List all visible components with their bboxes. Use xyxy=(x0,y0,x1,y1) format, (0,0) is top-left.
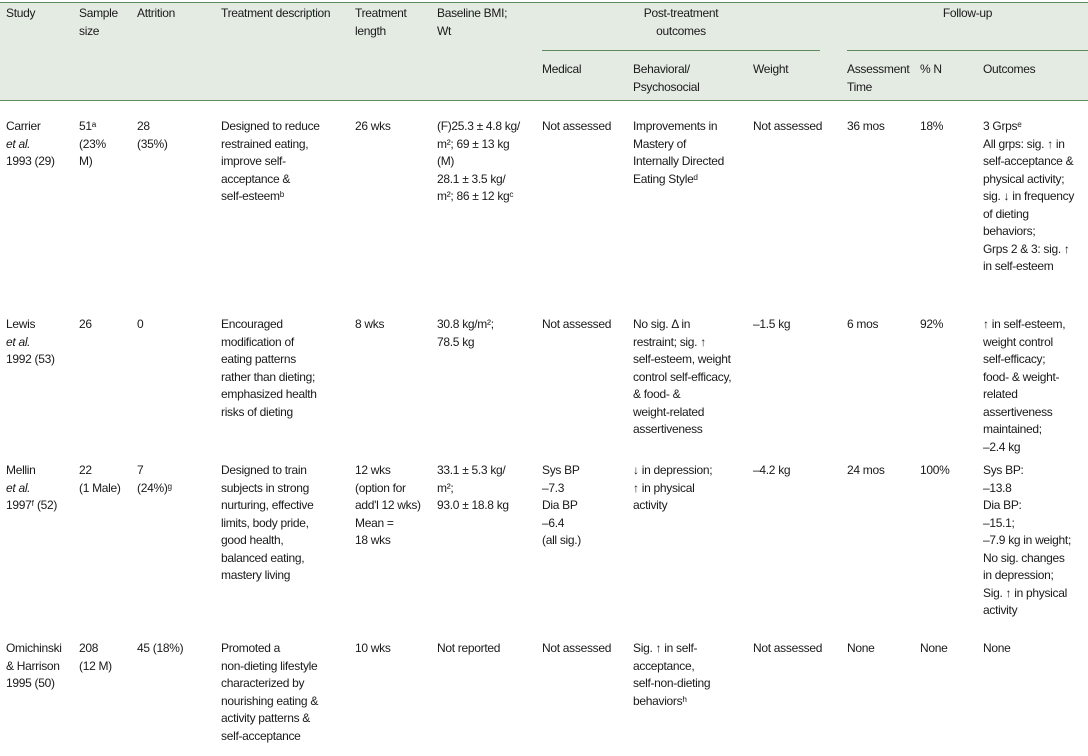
post-treatment-rule xyxy=(542,50,820,51)
behavioral-cell: ↓ in depression; ↑ in physical activity xyxy=(633,463,713,512)
header-study: Study xyxy=(6,6,36,20)
top-rule xyxy=(0,2,1088,3)
header-sample-size: Sample size xyxy=(79,6,118,38)
study-name: Lewis xyxy=(6,317,36,331)
assessment-time-cell: 36 mos xyxy=(847,119,885,133)
header-treatment-description: Treatment description xyxy=(221,6,331,20)
header-outcomes: Outcomes xyxy=(983,62,1036,76)
study-et-al: et al. xyxy=(6,136,31,151)
header-attrition: Attrition xyxy=(137,6,175,20)
sample-size-cell: 22 (1 Male) xyxy=(79,463,121,495)
study-et-al: et al. xyxy=(6,334,31,349)
study-name: Carrier xyxy=(6,119,41,133)
baseline-cell: 30.8 kg/m²; 78.5 kg xyxy=(437,317,494,349)
header-behavioral: Behavioral/ Psychosocial xyxy=(633,62,700,94)
weight-cell: –4.2 kg xyxy=(753,463,791,477)
weight-cell: Not assessed xyxy=(753,119,823,133)
assessment-time-cell: 6 mos xyxy=(847,317,879,331)
outcomes-cell: None xyxy=(983,641,1011,655)
study-year: & Harrison 1995 (50) xyxy=(6,658,60,691)
medical-cell: Not assessed xyxy=(542,317,612,331)
treatment-description-cell: Designed to train subjects in strong nur… xyxy=(221,463,314,582)
study-name: Mellin xyxy=(6,463,36,477)
weight-cell: Not assessed xyxy=(753,641,823,655)
pct-n-cell: 100% xyxy=(920,463,950,477)
sample-size-cell: 51ᵃ (23% M) xyxy=(79,119,106,168)
treatment-length-cell: 12 wks (option for add'l 12 wks) Mean = … xyxy=(355,463,421,547)
header-bottom-rule xyxy=(0,100,1088,101)
baseline-cell: Not reported xyxy=(437,641,501,655)
study-cell: Mellin et al. 1997ᶠ (52) xyxy=(6,462,57,515)
treatment-description-cell: Encouraged modification of eating patter… xyxy=(221,317,317,419)
header-weight: Weight xyxy=(753,62,789,76)
study-name: Omichinski xyxy=(6,641,62,655)
study-cell: Carrier et al. 1993 (29) xyxy=(6,118,55,171)
header-follow-up: Follow-up xyxy=(942,6,993,20)
pct-n-cell: 92% xyxy=(920,317,944,331)
baseline-cell: 33.1 ± 5.3 kg/ m²; 93.0 ± 18.8 kg xyxy=(437,463,509,512)
outcomes-cell: Sys BP: –13.8 Dia BP: –15.1; –7.9 kg in … xyxy=(983,463,1071,617)
header-assessment-time: Assessment Time xyxy=(847,62,910,94)
sample-size-cell: 208 (12 M) xyxy=(79,641,112,673)
behavioral-cell: No sig. Δ in restraint; sig. ↑ self-este… xyxy=(633,317,732,436)
treatment-length-cell: 8 wks xyxy=(355,317,385,331)
follow-up-rule xyxy=(847,50,1088,51)
outcomes-cell: 3 Grpsᵉ All grps: sig. ↑ in self-accepta… xyxy=(983,119,1075,273)
sample-size-cell: 26 xyxy=(79,317,92,331)
behavioral-cell: Sig. ↑ in self- acceptance, self-non-die… xyxy=(633,641,711,708)
outcomes-cell: ↑ in self-esteem, weight control self-ef… xyxy=(983,317,1066,454)
medical-cell: Not assessed xyxy=(542,119,612,133)
study-year: 1993 (29) xyxy=(6,154,55,168)
medical-cell: Not assessed xyxy=(542,641,612,655)
study-cell: Omichinski & Harrison 1995 (50) xyxy=(6,640,62,693)
header-baseline: Baseline BMI; Wt xyxy=(437,6,508,38)
treatment-description-cell: Designed to reduce restrained eating, im… xyxy=(221,119,320,203)
medical-cell: Sys BP –7.3 Dia BP –6.4 (all sig.) xyxy=(542,463,582,547)
header-pct-n: % N xyxy=(920,62,942,76)
baseline-cell: (F)25.3 ± 4.8 kg/ m²; 69 ± 13 kg (M) 28.… xyxy=(437,119,520,203)
assessment-time-cell: None xyxy=(847,641,875,655)
study-et-al: et al. xyxy=(6,480,31,495)
assessment-time-cell: 24 mos xyxy=(847,463,885,477)
pct-n-cell: None xyxy=(920,641,948,655)
header-post-treatment: Post-treatment outcomes xyxy=(643,6,719,38)
study-year: 1997ᶠ (52) xyxy=(6,498,58,512)
attrition-cell: 0 xyxy=(137,317,144,331)
attrition-cell: 28 (35%) xyxy=(137,119,168,151)
study-cell: Lewis et al. 1992 (53) xyxy=(6,316,55,369)
behavioral-cell: Improvements in Mastery of Internally Di… xyxy=(633,119,725,186)
treatment-length-cell: 26 wks xyxy=(355,119,391,133)
study-year: 1992 (53) xyxy=(6,352,55,366)
pct-n-cell: 18% xyxy=(920,119,944,133)
treatment-description-cell: Promoted a non-dieting lifestyle charact… xyxy=(221,641,319,743)
attrition-cell: 7 (24%)ᵍ xyxy=(137,463,172,495)
weight-cell: –1.5 kg xyxy=(753,317,791,331)
attrition-cell: 45 (18%) xyxy=(137,641,184,655)
header-medical: Medical xyxy=(542,62,582,76)
table-header-background xyxy=(0,2,1088,100)
treatment-length-cell: 10 wks xyxy=(355,641,391,655)
header-treatment-length: Treatment length xyxy=(355,6,407,38)
